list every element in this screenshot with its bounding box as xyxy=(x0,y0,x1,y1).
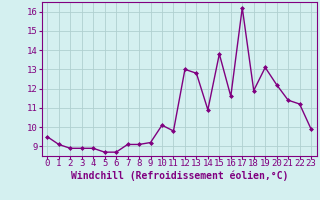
X-axis label: Windchill (Refroidissement éolien,°C): Windchill (Refroidissement éolien,°C) xyxy=(70,171,288,181)
